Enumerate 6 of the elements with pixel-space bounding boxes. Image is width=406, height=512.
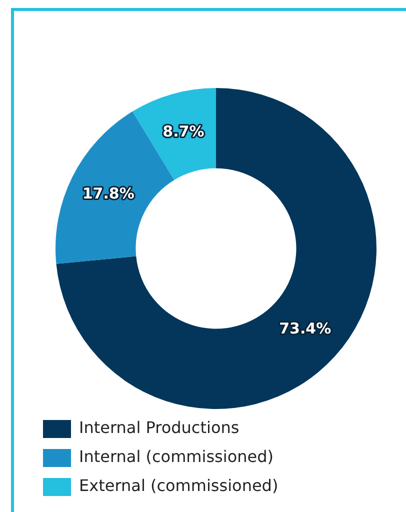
- legend-label: External (commissioned): [79, 476, 278, 496]
- legend-label: Internal Productions: [79, 418, 240, 438]
- legend-label: Internal (commissioned): [79, 447, 274, 466]
- data-label: 17.8%: [82, 184, 134, 203]
- data-label: 73.4%: [279, 319, 332, 338]
- data-label: 8.7%: [162, 122, 204, 140]
